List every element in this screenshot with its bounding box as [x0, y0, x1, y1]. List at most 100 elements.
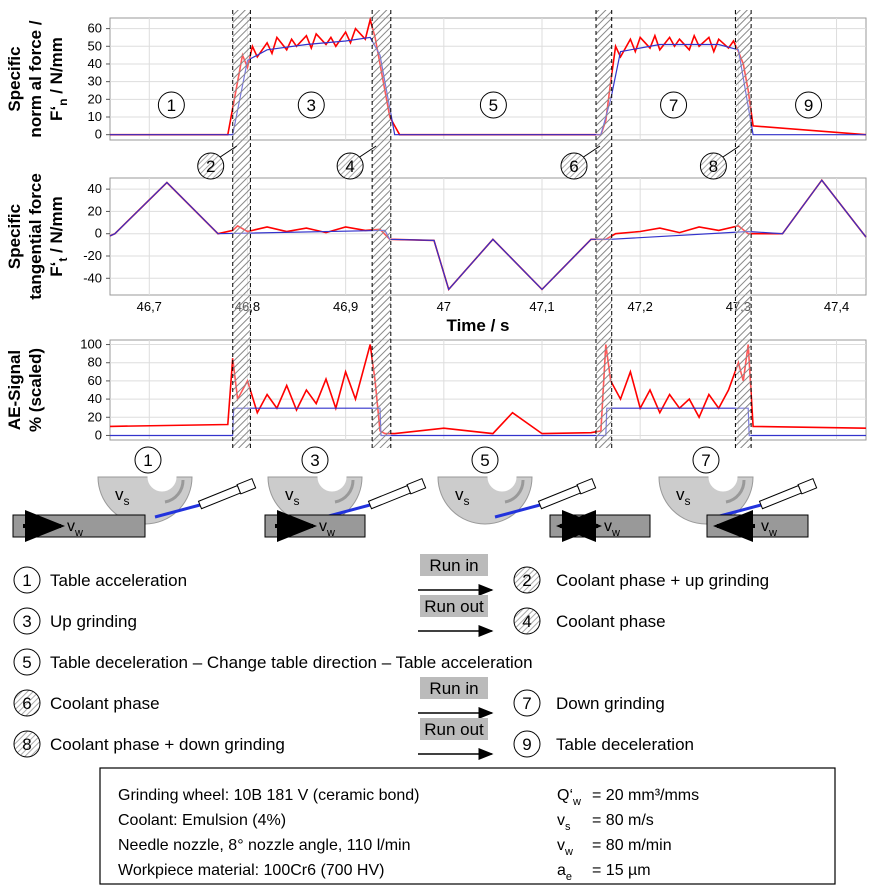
transition-label: Run in: [429, 556, 478, 575]
subscript: w: [768, 527, 777, 539]
phase-band: [233, 10, 251, 448]
y-axis-label: F‘n / N/mm: [47, 37, 70, 121]
subscript: s: [565, 821, 571, 833]
phase-band: [372, 10, 391, 448]
phase-number: 2: [206, 157, 215, 176]
symbol: Q‘: [557, 787, 573, 804]
parameter-value: = 15 µm: [592, 862, 651, 879]
phase-band: [735, 10, 751, 448]
x-tick-label: 47: [437, 299, 451, 314]
y-axis-label: Specific: [5, 46, 24, 111]
subscript: w: [611, 527, 620, 539]
phase-number: 7: [669, 96, 678, 115]
phase-number: 9: [804, 96, 813, 115]
legend-text: Coolant phase: [50, 694, 160, 713]
subscript: w: [326, 527, 335, 539]
phase-number: 5: [480, 451, 489, 470]
phase-number: 4: [345, 157, 354, 176]
y-axis-label: F‘t / N/mm: [47, 196, 70, 277]
phase-number: 5: [22, 653, 31, 672]
y-tick-label: 60: [88, 373, 102, 388]
y-tick-label: 20: [88, 203, 102, 218]
y-tick-label: 40: [88, 181, 102, 196]
nozzle: [199, 486, 241, 509]
symbol: v: [761, 518, 769, 535]
y-tick-label: 40: [88, 391, 102, 406]
legend-text: Up grinding: [50, 612, 137, 631]
transition-label: Run out: [424, 720, 484, 739]
y-tick-label: 80: [88, 355, 102, 370]
y-axis-label: Specific: [5, 204, 24, 269]
y-tick-label: 20: [88, 91, 102, 106]
phase-number: 6: [569, 157, 578, 176]
phase-number: 9: [522, 735, 531, 754]
symbol: v: [557, 812, 565, 829]
y-tick-label: -40: [83, 270, 102, 285]
phase-number: 6: [22, 694, 31, 713]
figure: 0102030405060Specificnorm al force /F‘n …: [0, 0, 869, 886]
y-tick-label: 0: [95, 226, 102, 241]
legend-text: Table deceleration: [556, 735, 694, 754]
y-tick-label: 100: [80, 337, 102, 352]
parameter-text: Workpiece material: 100Cr6 (700 HV): [118, 862, 384, 879]
subscript: w: [572, 796, 581, 808]
y-axis-label: norm al force /: [26, 20, 45, 137]
x-tick-label: 47,4: [824, 299, 849, 314]
y-axis-label: AE-Signal: [5, 350, 24, 430]
phase-number: 1: [143, 451, 152, 470]
y-axis-label: % (scaled): [26, 348, 45, 432]
phase-number: 4: [522, 612, 531, 631]
y-label-unit: / N/mm: [47, 196, 66, 257]
y-tick-label: 40: [88, 56, 102, 71]
subscript: s: [124, 494, 130, 508]
symbol: a: [557, 862, 566, 879]
nozzle-tip: [798, 479, 817, 494]
phase-number: 1: [22, 571, 31, 590]
phase-band: [596, 10, 612, 448]
y-tick-label: 30: [88, 74, 102, 89]
phase-number: 3: [307, 96, 316, 115]
legend-text: Table deceleration – Change table direct…: [50, 653, 533, 672]
y-label-subscript: n: [56, 98, 70, 105]
phase-number: 2: [522, 571, 531, 590]
x-tick-label: 47,1: [529, 299, 554, 314]
parameter-value: = 20 mm³/mms: [592, 787, 699, 804]
y-tick-label: 10: [88, 109, 102, 124]
symbol: v: [557, 837, 565, 854]
subscript: w: [74, 527, 83, 539]
phase-number: 8: [709, 157, 718, 176]
y-tick-label: 50: [88, 38, 102, 53]
y-label-unit: / N/mm: [47, 37, 66, 98]
phase-number: 7: [522, 694, 531, 713]
subscript: s: [294, 494, 300, 508]
legend-text: Table acceleration: [50, 571, 187, 590]
subscript: w: [564, 846, 573, 858]
grinding-wheel: [438, 477, 532, 524]
phase-number: 7: [701, 451, 710, 470]
phase-number: 5: [489, 96, 498, 115]
nozzle-tip: [407, 479, 426, 494]
legend-text: Coolant phase + up grinding: [556, 571, 769, 590]
legend-text: Down grinding: [556, 694, 665, 713]
y-tick-label: -20: [83, 248, 102, 263]
parameter-text: Needle nozzle, 8° nozzle angle, 110 l/mi…: [118, 837, 411, 854]
y-label-symbol: F‘: [47, 262, 66, 277]
subscript: s: [685, 494, 691, 508]
phase-number: 3: [310, 451, 319, 470]
legend-text: Coolant phase + down grinding: [50, 735, 285, 754]
y-tick-label: 20: [88, 409, 102, 424]
legend-text: Coolant phase: [556, 612, 666, 631]
nozzle-tip: [577, 479, 596, 494]
phase-number: 3: [22, 612, 31, 631]
subscript: e: [566, 871, 572, 883]
nozzle-tip: [237, 479, 256, 494]
x-tick-label: 46,7: [137, 299, 162, 314]
parameter-value: = 80 m/min: [592, 837, 672, 854]
x-tick-label: 46,9: [333, 299, 358, 314]
nozzle: [539, 486, 581, 509]
y-label-symbol: F‘: [47, 106, 66, 121]
phase-number: 1: [167, 96, 176, 115]
symbol: v: [67, 518, 75, 535]
plot-area: [110, 178, 866, 295]
parameter-value: = 80 m/s: [592, 812, 654, 829]
